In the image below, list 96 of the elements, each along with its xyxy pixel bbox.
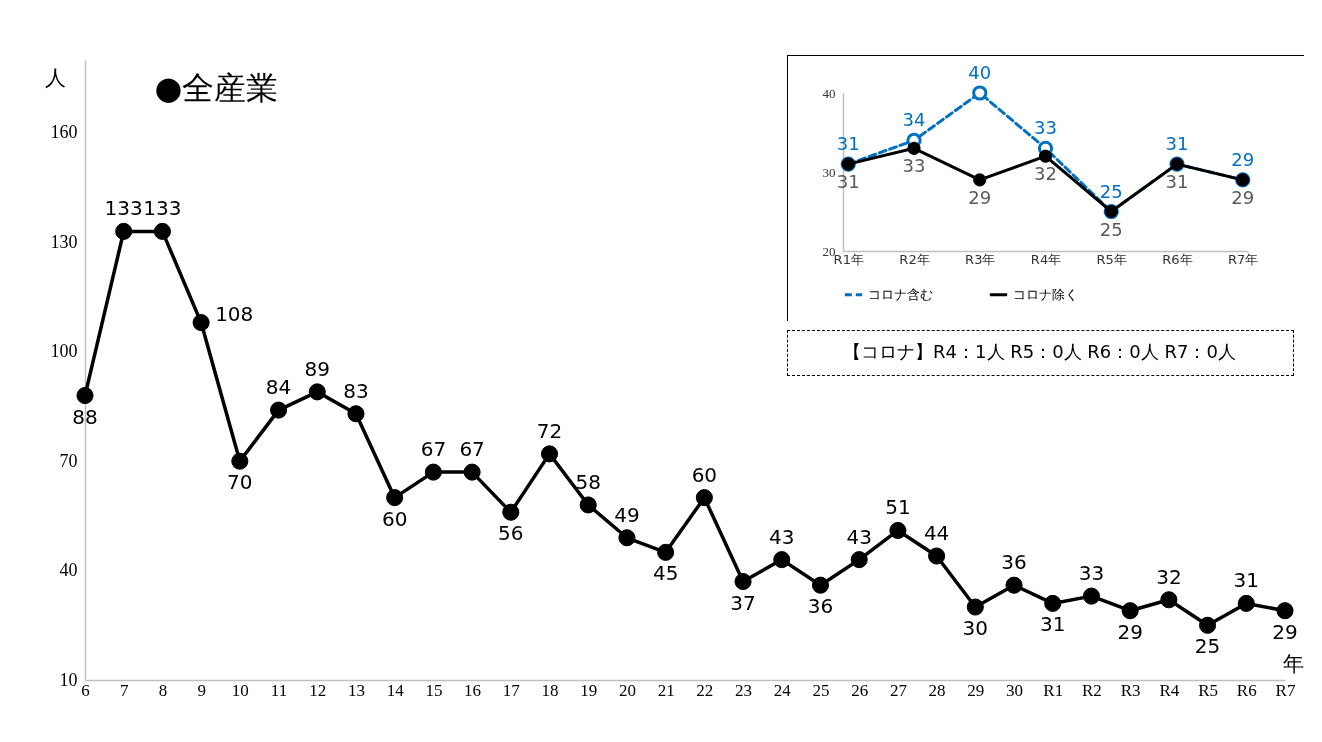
y-axis-title: 人 xyxy=(45,65,66,90)
data-label: 34 xyxy=(902,109,926,131)
x-tick-label: R3 xyxy=(1120,680,1141,700)
x-tick-label: R7 xyxy=(1275,680,1296,700)
data-label: 33 xyxy=(1034,117,1057,139)
data-label: 67 xyxy=(420,437,447,462)
data-label: 70 xyxy=(227,470,253,495)
data-label: 133 xyxy=(143,196,182,221)
data-label: 32 xyxy=(1034,163,1057,185)
data-label: 45 xyxy=(652,561,679,586)
x-tick-label: 30 xyxy=(1006,680,1024,700)
data-label: 32 xyxy=(1156,564,1182,589)
y-tick-label: 30 xyxy=(822,164,836,180)
x-axis-title: 年 xyxy=(1282,651,1304,676)
data-label: 29 xyxy=(968,186,992,208)
data-label: 33 xyxy=(902,155,926,177)
data-label: 31 xyxy=(1233,568,1260,593)
data-label: 60 xyxy=(691,462,718,487)
x-tick-label: 28 xyxy=(928,680,946,700)
x-tick-label: R5年 xyxy=(1096,251,1127,267)
data-label: 89 xyxy=(304,356,330,381)
x-tick-label: 18 xyxy=(541,680,559,700)
data-label: 30 xyxy=(962,616,989,641)
x-tick-label: R6 xyxy=(1236,680,1257,700)
x-tick-label: 23 xyxy=(735,680,753,700)
data-label: 25 xyxy=(1099,180,1123,202)
data-label: 133 xyxy=(104,196,143,221)
data-label: 49 xyxy=(614,502,640,527)
data-label: 31 xyxy=(836,171,860,193)
x-tick-label: 8 xyxy=(158,680,168,700)
x-tick-label: 10 xyxy=(231,680,249,700)
data-label: 67 xyxy=(459,437,485,462)
data-label: 31 xyxy=(1165,171,1189,193)
x-tick-label: R2年 xyxy=(899,251,930,267)
data-label: 29 xyxy=(1231,148,1255,170)
data-label: 44 xyxy=(923,521,950,545)
data-label: 25 xyxy=(1099,218,1123,240)
x-tick-label: R3年 xyxy=(965,251,996,267)
x-tick-label: 13 xyxy=(347,680,365,700)
x-tick-label: 15 xyxy=(425,680,443,700)
y-tick-label: 100 xyxy=(50,341,78,362)
data-label: 31 xyxy=(836,133,860,155)
x-tick-label: 20 xyxy=(618,680,636,700)
x-tick-label: 25 xyxy=(812,680,830,700)
data-label: 36 xyxy=(807,594,834,619)
data-label: 43 xyxy=(769,524,795,549)
data-label: 84 xyxy=(265,375,292,400)
x-tick-label: 12 xyxy=(309,680,327,700)
data-label: 56 xyxy=(498,521,524,546)
y-tick-label: 40 xyxy=(59,560,78,581)
data-label: 83 xyxy=(343,378,369,403)
x-tick-label: R4 xyxy=(1159,680,1180,700)
data-label: 29 xyxy=(1117,619,1143,644)
x-tick-label: 6 xyxy=(81,680,90,700)
x-tick-label: 11 xyxy=(270,680,288,700)
data-label: 31 xyxy=(1040,612,1066,637)
data-label: 40 xyxy=(968,62,992,83)
x-tick-label: 24 xyxy=(773,680,792,700)
data-label: 108 xyxy=(215,301,254,326)
x-tick-label: R7年 xyxy=(1228,251,1259,267)
data-label: 31 xyxy=(1165,133,1189,155)
x-tick-label: 22 xyxy=(696,680,714,700)
data-label: 60 xyxy=(381,506,408,531)
x-tick-label: 29 xyxy=(967,680,985,700)
legend-label: コロナ除く xyxy=(1013,286,1078,302)
data-label: 36 xyxy=(1001,550,1027,575)
x-tick-label: 7 xyxy=(119,680,129,700)
data-label: 29 xyxy=(1272,619,1298,644)
data-label: 58 xyxy=(575,469,601,494)
x-tick-label: 21 xyxy=(657,680,675,700)
x-tick-label: 26 xyxy=(851,680,869,700)
x-tick-label: R1 xyxy=(1043,680,1064,700)
x-tick-label: 19 xyxy=(580,680,598,700)
data-label: 37 xyxy=(730,590,756,615)
data-label: 25 xyxy=(1194,634,1221,659)
y-tick-label: 40 xyxy=(822,85,836,101)
y-tick-label: 130 xyxy=(50,231,78,252)
x-tick-label: 14 xyxy=(386,680,405,700)
x-tick-label: R4年 xyxy=(1030,251,1062,267)
y-tick-label: 70 xyxy=(59,450,78,471)
x-tick-label: 16 xyxy=(464,680,482,700)
data-label: 33 xyxy=(1078,561,1105,586)
x-tick-label: 17 xyxy=(502,680,521,700)
data-label: 43 xyxy=(846,524,872,549)
data-label: 72 xyxy=(536,418,563,443)
data-label: 29 xyxy=(1231,186,1255,208)
data-label: 88 xyxy=(72,404,98,429)
x-tick-label: R5 xyxy=(1198,680,1218,700)
legend-label: コロナ含む xyxy=(868,286,933,302)
data-label: 51 xyxy=(885,495,911,520)
x-tick-label: R2 xyxy=(1082,680,1102,700)
x-tick-label: 9 xyxy=(197,680,206,700)
x-tick-label: R6年 xyxy=(1162,251,1193,267)
y-tick-label: 160 xyxy=(50,122,78,143)
chart-title: ●全産業 xyxy=(154,69,279,107)
x-tick-label: 27 xyxy=(889,680,908,700)
